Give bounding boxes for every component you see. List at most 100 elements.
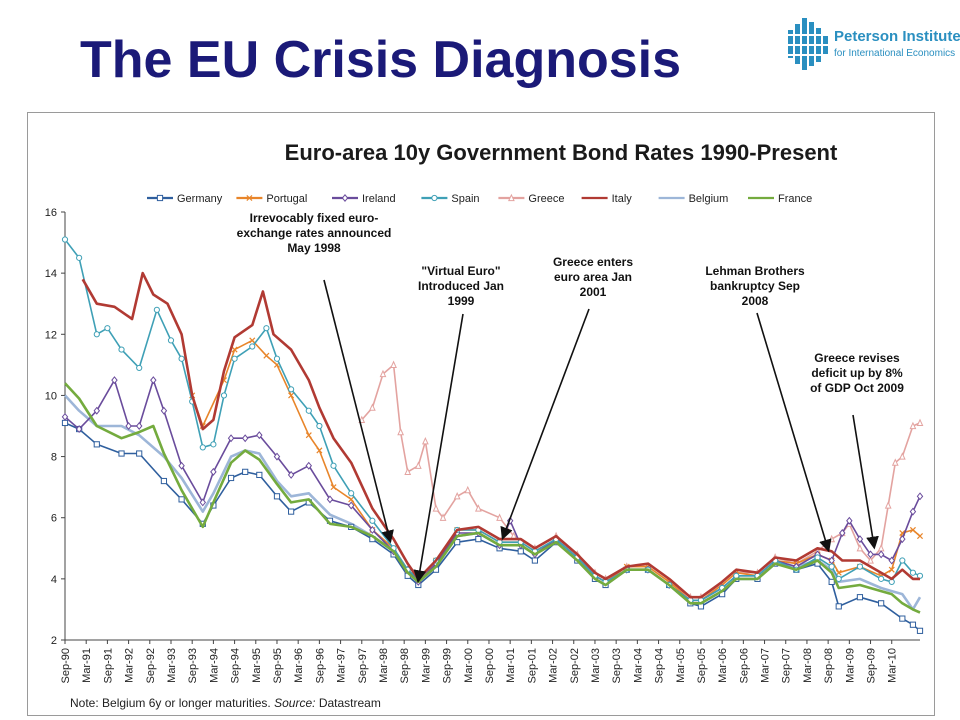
point-portugal-1997-06 <box>348 496 355 503</box>
note-source-label: Source: <box>274 696 316 710</box>
point-ireland-1993-06 <box>178 461 185 470</box>
legend-marker-ireland <box>341 194 349 202</box>
point-germany-2000-06 <box>475 536 482 543</box>
point-germany-1992-01 <box>118 450 125 457</box>
point-spain-1992-06 <box>136 364 143 372</box>
annotation-5-line-3: of GDP Oct 2009 <box>810 381 904 395</box>
point-spain-1990-09 <box>61 236 69 243</box>
y-tick-label-4: 4 <box>51 574 57 586</box>
point-spain-1991-01 <box>76 254 83 261</box>
annotation-4-line-3: 2008 <box>742 294 769 308</box>
point-spain-2008-10 <box>828 563 835 570</box>
point-greece-1999-01 <box>414 461 422 469</box>
point-greece-1999-12 <box>453 492 461 500</box>
legend-item-belgium: Belgium <box>658 193 729 205</box>
x-tick-label-sep-92: Sep-92 <box>145 648 157 683</box>
point-germany-2001-10 <box>531 557 538 564</box>
point-portugal-1996-06 <box>305 432 312 439</box>
point-ireland-2009-06 <box>856 535 864 544</box>
point-ireland-1992-03 <box>125 422 132 430</box>
point-greece-2010-04 <box>891 458 899 466</box>
peterson-institute-logo: Peterson Institute for International Eco… <box>786 16 960 72</box>
point-ireland-1990-09 <box>61 412 69 421</box>
x-tick-label-mar-05: Mar-05 <box>675 648 687 683</box>
point-ireland-1993-01 <box>160 406 168 415</box>
series-germany <box>61 419 924 634</box>
point-greece-2000-06 <box>474 504 482 512</box>
legend-label-belgium: Belgium <box>689 193 729 205</box>
y-tick-label-16: 16 <box>45 207 57 219</box>
point-ireland-1996-12 <box>326 495 334 504</box>
annotation-5-arrow <box>852 414 879 550</box>
series-line-france <box>64 382 921 614</box>
point-spain-2009-06 <box>856 563 864 570</box>
annotation-1-line-1: Irrevocably fixed euro- <box>250 211 379 225</box>
x-tick-label-sep-00: Sep-00 <box>484 648 496 683</box>
legend-item-italy: Italy <box>581 193 632 205</box>
point-spain-1997-01 <box>330 462 337 469</box>
x-tick-label-sep-07: Sep-07 <box>781 648 793 683</box>
x-tick-label-sep-95: Sep-95 <box>272 648 284 683</box>
point-ireland-2010-09 <box>909 507 917 516</box>
point-greece-2010-02 <box>884 501 892 509</box>
globe-grid-icon <box>786 18 832 70</box>
point-greece-1999-06 <box>432 504 440 512</box>
x-tick-label-sep-99: Sep-99 <box>442 648 454 683</box>
point-ireland-1994-08 <box>227 434 235 443</box>
legend-label-greece: Greece <box>528 193 564 205</box>
point-ireland-1992-06 <box>135 422 143 430</box>
y-tick-label-6: 6 <box>51 513 57 525</box>
point-germany-2010-11 <box>916 627 924 634</box>
point-germany-2001-06 <box>517 548 524 555</box>
point-greece-2008-10 <box>828 534 836 543</box>
point-spain-1996-09 <box>316 422 323 430</box>
x-tick-label-sep-05: Sep-05 <box>696 648 708 683</box>
point-greece-2010-09 <box>909 421 917 430</box>
point-spain-1991-09 <box>104 325 111 332</box>
point-ireland-1994-03 <box>210 467 217 476</box>
logo-subtitle: for International Economics <box>834 48 956 59</box>
x-tick-label-mar-06: Mar-06 <box>717 648 729 683</box>
point-spain-1992-01 <box>118 346 125 353</box>
series-france <box>64 382 921 614</box>
point-germany-1995-04 <box>256 471 263 479</box>
x-tick-label-mar-08: Mar-08 <box>802 648 814 683</box>
point-germany-2008-12 <box>835 603 842 610</box>
point-ireland-1991-06 <box>93 406 101 415</box>
x-tick-label-mar-93: Mar-93 <box>166 648 178 683</box>
slide-title: The EU Crisis Diagnosis <box>80 31 682 89</box>
point-ireland-1996-01 <box>287 470 295 479</box>
x-tick-label-sep-90: Sep-90 <box>60 648 72 683</box>
legend-label-france: France <box>778 193 812 205</box>
point-greece-2010-11 <box>916 418 924 427</box>
point-ireland-2009-12 <box>877 550 885 559</box>
x-tick-label-sep-98: Sep-98 <box>399 648 411 683</box>
annotation-3-line-2: euro area Jan <box>554 270 632 284</box>
y-tick-label-14: 14 <box>45 268 57 280</box>
x-tick-label-sep-02: Sep-02 <box>569 648 581 683</box>
x-tick-label-sep-06: Sep-06 <box>738 648 750 683</box>
annotation-3-line-1: Greece enters <box>553 255 633 269</box>
legend-marker-spain <box>431 194 438 202</box>
point-spain-1995-09 <box>273 355 281 362</box>
point-germany-1990-09 <box>61 419 69 427</box>
point-ireland-1995-04 <box>256 431 263 440</box>
point-germany-1996-01 <box>288 508 295 515</box>
annotation-5-line-2: deficit up by 8% <box>811 366 903 380</box>
legend-item-germany: Germany <box>147 193 223 205</box>
annotation-3-line-3: 2001 <box>580 285 607 299</box>
point-portugal-2010-11 <box>916 533 924 540</box>
x-tick-label-sep-08: Sep-08 <box>823 648 835 683</box>
chart-frame <box>27 112 935 716</box>
x-tick-label-mar-98: Mar-98 <box>378 648 390 683</box>
legend-marker-portugal <box>246 194 253 202</box>
point-ireland-2010-11 <box>916 492 924 501</box>
point-portugal-1995-06 <box>263 352 270 359</box>
point-greece-1997-12 <box>368 403 376 411</box>
annotation-1-line-2: exchange rates announced <box>237 226 392 240</box>
x-tick-label-sep-96: Sep-96 <box>314 648 326 683</box>
point-spain-1993-06 <box>178 355 185 362</box>
